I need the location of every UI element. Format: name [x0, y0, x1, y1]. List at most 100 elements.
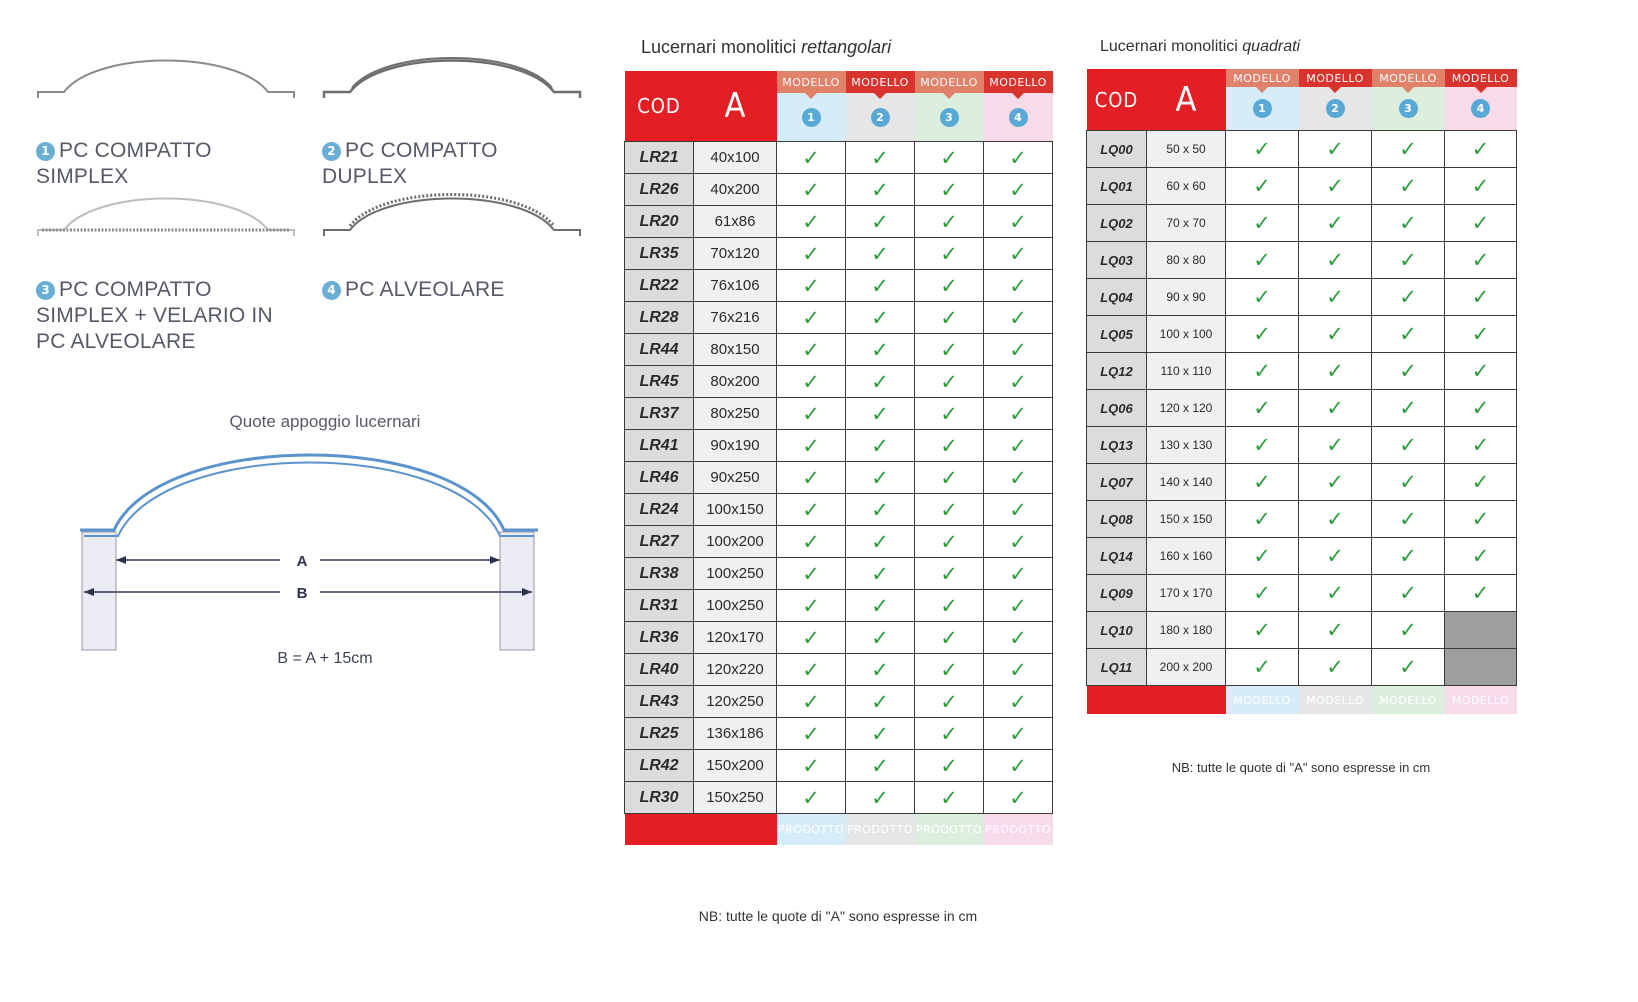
profile-3-text: PC COMPATTO SIMPLEX + VELARIO IN PC ALVE… [36, 278, 273, 353]
check-icon: ✓ [983, 685, 1053, 718]
square-model-1-cell: 1 [1225, 87, 1299, 131]
rect-model-4-label: MODELLO [983, 71, 1053, 99]
check-icon: ✓ [845, 653, 915, 686]
row-size: 110 x 110 [1146, 352, 1226, 390]
check-icon: ✓ [776, 653, 846, 686]
check-icon: ✓ [1371, 278, 1445, 316]
dome-outer-line [80, 453, 538, 532]
rect-model-4-cell: 4 [983, 93, 1053, 142]
table-row: LQ03 80 x 80 ✓ ✓ ✓ ✓ [1086, 241, 1517, 279]
check-icon: ✓ [776, 621, 846, 654]
rect-model-2-number-badge: 2 [870, 107, 890, 127]
check-icon: ✓ [1225, 352, 1299, 390]
check-icon: ✓ [845, 781, 915, 814]
row-code: LR25 [624, 717, 694, 750]
square-model-4-number-badge: 4 [1471, 99, 1490, 118]
square-model-1-label: MODELLO [1225, 69, 1299, 93]
square-header-row: COD A MODELLO MODELLO MODELLO MODELLO [1086, 69, 1517, 131]
table-row: LR42 150x200 ✓ ✓ ✓ ✓ [624, 749, 1053, 782]
check-icon: ✓ [1444, 537, 1517, 575]
row-size: 90x190 [693, 429, 777, 462]
check-icon: ✓ [983, 397, 1053, 430]
check-icon: ✓ [914, 589, 984, 622]
check-icon: ✓ [776, 141, 846, 174]
check-icon: ✓ [983, 141, 1053, 174]
row-code: LQ08 [1086, 500, 1147, 538]
square-model-2-number-badge: 2 [1325, 99, 1345, 118]
check-icon: ✓ [1371, 315, 1445, 353]
square-col-cod: COD [1086, 69, 1147, 131]
check-icon: ✓ [1225, 463, 1299, 501]
row-size: 150x250 [693, 781, 777, 814]
dimension-b-label: B [297, 585, 308, 602]
table-row: LR31 100x250 ✓ ✓ ✓ ✓ [624, 589, 1053, 622]
profile-1-text: PC COMPATTO SIMPLEX [36, 139, 212, 188]
row-size: 76x106 [693, 269, 777, 302]
check-icon: ✓ [1225, 537, 1299, 575]
check-icon: ✓ [776, 301, 846, 334]
check-icon: ✓ [983, 525, 1053, 558]
row-size: 120x220 [693, 653, 777, 686]
check-icon: ✓ [914, 493, 984, 526]
check-icon: ✓ [776, 269, 846, 302]
check-icon: ✓ [1298, 315, 1372, 353]
row-code: LQ04 [1086, 278, 1147, 316]
dimension-a-label: A [297, 553, 308, 570]
dome-inner-line [84, 461, 534, 537]
profile-2-label: 2 PC COMPATTO DUPLEX [322, 112, 498, 190]
row-code: LQ09 [1086, 574, 1147, 612]
row-code: LR20 [624, 205, 694, 238]
rect-model-1-cell: 1 [776, 93, 846, 142]
check-icon: ✓ [983, 173, 1053, 206]
check-icon: ✓ [914, 717, 984, 750]
check-icon: ✓ [914, 205, 984, 238]
check-icon: ✓ [1298, 130, 1372, 168]
row-code: LQ12 [1086, 352, 1147, 390]
table-row: LR40 120x220 ✓ ✓ ✓ ✓ [624, 653, 1053, 686]
table-row: LR24 100x150 ✓ ✓ ✓ ✓ [624, 493, 1053, 526]
row-code: LR30 [624, 781, 694, 814]
rect-skylight-table: COD A MODELLO MODELLO MODELLO MODELLO 1 2 3 4 LR21… [624, 71, 1053, 845]
rect-table-title: Lucernari monolitici rettangolari [641, 37, 891, 58]
check-icon: ✓ [1371, 463, 1445, 501]
row-size: 100x250 [693, 557, 777, 590]
check-icon: ✓ [845, 749, 915, 782]
row-size: 40x100 [693, 141, 777, 174]
rect-model-2-label: MODELLO [845, 71, 915, 99]
check-icon: ✓ [914, 461, 984, 494]
check-icon: ✓ [1225, 611, 1299, 649]
square-footer-red [1086, 685, 1226, 714]
table-row: LQ07 140 x 140 ✓ ✓ ✓ ✓ [1086, 463, 1517, 501]
table-row: LR41 90x190 ✓ ✓ ✓ ✓ [624, 429, 1053, 462]
check-icon: ✓ [983, 333, 1053, 366]
check-icon: ✓ [845, 589, 915, 622]
square-model-4-label: MODELLO [1444, 69, 1517, 93]
row-code: LQ02 [1086, 204, 1147, 242]
row-size: 120x170 [693, 621, 777, 654]
row-size: 70 x 70 [1146, 204, 1226, 242]
check-icon: ✓ [1444, 130, 1517, 168]
check-icon: ✓ [845, 557, 915, 590]
check-icon: ✓ [776, 781, 846, 814]
table-row: LR36 120x170 ✓ ✓ ✓ ✓ [624, 621, 1053, 654]
row-size: 120x250 [693, 685, 777, 718]
table-row: LQ09 170 x 170 ✓ ✓ ✓ ✓ [1086, 574, 1517, 612]
table-row: LR30 150x250 ✓ ✓ ✓ ✓ [624, 781, 1053, 814]
row-code: LQ05 [1086, 315, 1147, 353]
row-code: LQ11 [1086, 648, 1147, 686]
check-icon: ✓ [1371, 574, 1445, 612]
check-icon: ✓ [1371, 167, 1445, 205]
row-code: LQ00 [1086, 130, 1147, 168]
row-code: LR31 [624, 589, 694, 622]
check-icon: ✓ [1298, 574, 1372, 612]
check-icon: ✓ [845, 461, 915, 494]
table-row: LQ12 110 x 110 ✓ ✓ ✓ ✓ [1086, 352, 1517, 390]
profile-2-drawing [322, 40, 582, 102]
check-icon: ✓ [914, 301, 984, 334]
row-code: LR38 [624, 557, 694, 590]
check-icon: ✓ [845, 205, 915, 238]
check-icon: ✓ [1371, 537, 1445, 575]
row-code: LR45 [624, 365, 694, 398]
check-icon: ✓ [914, 429, 984, 462]
table-row: LQ14 160 x 160 ✓ ✓ ✓ ✓ [1086, 537, 1517, 575]
